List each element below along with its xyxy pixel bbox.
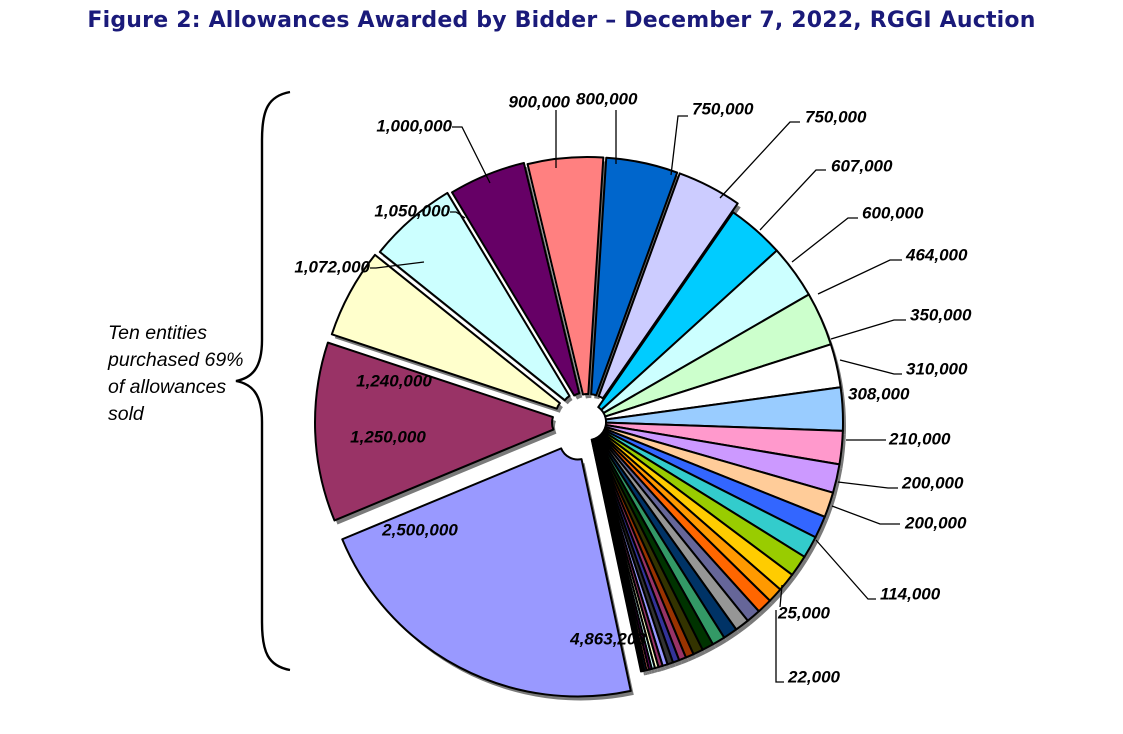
slice-value-label: 114,000 <box>880 584 941 603</box>
pie-slice <box>314 341 555 522</box>
pie-slices <box>314 156 846 701</box>
slice-value-label: 1,000,000 <box>376 116 452 135</box>
leader-line <box>450 211 466 219</box>
leader-line <box>759 169 826 231</box>
slice-value-label: 900,000 <box>509 92 571 111</box>
slice-value-label: 4,863,203 <box>569 629 646 648</box>
slice-value-label: 800,000 <box>576 89 638 108</box>
slice-value-label: 350,000 <box>910 305 972 324</box>
leader-line <box>370 261 425 269</box>
slice-value-label: 310,000 <box>906 359 968 378</box>
chart-title: Figure 2: Allowances Awarded by Bidder –… <box>87 8 1036 33</box>
pie-slice <box>378 191 571 402</box>
leader-line <box>830 319 906 340</box>
leader-lines <box>370 110 906 683</box>
leader-line <box>839 359 902 375</box>
slice-value-label: 1,072,000 <box>294 257 370 276</box>
slice-value-label: 750,000 <box>692 99 754 118</box>
leader-line <box>791 217 858 263</box>
leader-line <box>775 610 784 683</box>
slice-value-label: 22,000 <box>787 667 841 686</box>
leader-line <box>817 259 902 295</box>
slice-value-label: 1,050,000 <box>374 201 450 220</box>
slice-value-label: 200,000 <box>904 513 967 532</box>
pie-slice <box>451 161 581 397</box>
leader-line <box>452 126 491 184</box>
slice-value-label: 308,000 <box>848 384 910 403</box>
slice-value-label: 464,000 <box>905 245 968 264</box>
slice-value-label: 607,000 <box>831 156 893 175</box>
pie-slice <box>597 172 739 400</box>
leader-line <box>719 121 800 199</box>
bracket-brace <box>235 90 291 672</box>
leader-line <box>815 539 876 600</box>
pie-slice <box>590 156 679 397</box>
leader-line <box>831 505 900 525</box>
slice-value-label: 200,000 <box>901 473 964 492</box>
slice-value-label: 750,000 <box>805 107 867 126</box>
slice-labels: 4,863,203 2,500,000 1,250,000 1,240,000 1,07… <box>294 89 972 686</box>
slice-value-label: 1,250,000 <box>350 427 426 446</box>
slice-value-label: 600,000 <box>862 203 924 222</box>
pie-slice <box>590 438 644 673</box>
pie-center-hole <box>571 405 605 439</box>
leader-line <box>837 481 898 489</box>
leader-line <box>779 584 783 608</box>
slice-value-label: 2,500,000 <box>381 520 458 539</box>
pie-slice <box>341 447 632 698</box>
pie-slice <box>526 156 605 396</box>
slice-value-label: 1,240,000 <box>356 371 432 390</box>
slice-value-label: 25,000 <box>777 603 831 622</box>
leader-line <box>670 115 688 176</box>
pie-slice <box>330 253 561 410</box>
slice-value-label: 210,000 <box>888 429 951 448</box>
bracket-annotation: Ten entities purchased 69% of allowances… <box>108 322 244 425</box>
